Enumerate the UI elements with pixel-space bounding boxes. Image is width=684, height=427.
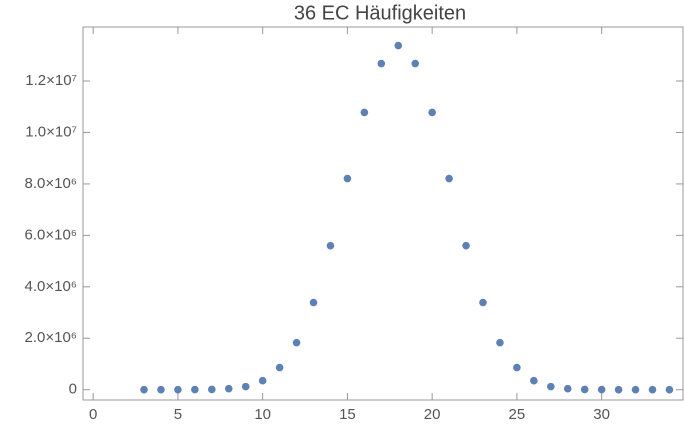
point xyxy=(224,384,233,393)
y-tick-label: 2.0×10⁶ xyxy=(25,329,77,346)
point xyxy=(496,338,504,347)
point xyxy=(614,385,623,394)
point xyxy=(208,385,216,394)
point xyxy=(411,59,420,68)
x-tick-label: 15 xyxy=(339,406,356,423)
point xyxy=(648,385,657,394)
x-tick-label: 0 xyxy=(89,406,97,423)
point xyxy=(360,108,369,117)
point xyxy=(513,363,521,372)
x-tick-label: 25 xyxy=(509,406,526,423)
point xyxy=(563,384,572,393)
point xyxy=(241,382,250,391)
y-tick-label: 6.0×10⁶ xyxy=(25,226,77,243)
point xyxy=(479,298,487,307)
point xyxy=(665,385,674,394)
y-tick-label: 8.0×10⁶ xyxy=(25,175,77,192)
point xyxy=(580,385,589,394)
point xyxy=(191,385,199,394)
point xyxy=(445,174,453,183)
point xyxy=(343,174,352,183)
point xyxy=(462,241,470,250)
point xyxy=(258,376,267,385)
y-tick-label: 1.0×10⁷ xyxy=(25,123,77,140)
point xyxy=(326,241,335,250)
y-tick-label: 4.0×10⁶ xyxy=(25,278,77,295)
point xyxy=(309,298,318,307)
point xyxy=(546,382,555,391)
y-tick-label: 0 xyxy=(69,381,77,398)
chart-title: 36 EC Häufigkeiten xyxy=(294,2,466,24)
x-tick-label: 20 xyxy=(424,406,441,423)
point xyxy=(275,363,284,372)
point xyxy=(428,108,436,117)
point xyxy=(631,385,640,394)
x-tick-label: 10 xyxy=(254,406,271,423)
point xyxy=(530,376,538,385)
point xyxy=(140,385,148,394)
x-tick-label: 5 xyxy=(174,406,182,423)
point xyxy=(394,41,403,50)
frame xyxy=(82,26,684,401)
point xyxy=(597,385,606,394)
point xyxy=(377,59,386,68)
point xyxy=(174,385,182,394)
x-tick-label: 30 xyxy=(593,406,610,423)
point xyxy=(157,385,165,394)
point xyxy=(292,338,301,347)
y-tick-label: 1.2×10⁷ xyxy=(25,72,77,89)
